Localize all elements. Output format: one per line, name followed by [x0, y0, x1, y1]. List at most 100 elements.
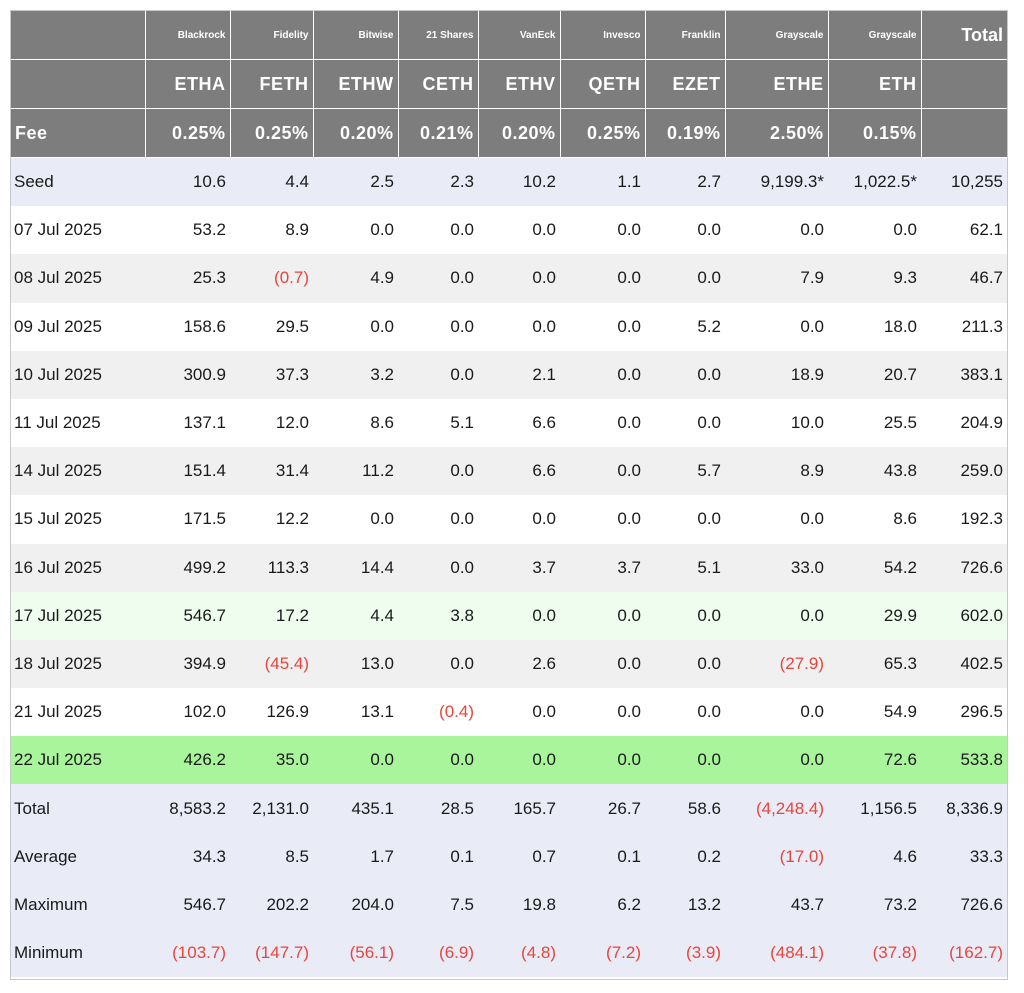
- table-cell: 5.7: [645, 447, 725, 496]
- table-cell: 0.0: [478, 206, 560, 255]
- table-row: 15 Jul 2025 171.5 12.2 0.0 0.0 0.0 0.0 0.0 0.0 8.…: [11, 495, 1007, 544]
- fee-value: 0.21%: [398, 108, 479, 158]
- table-row: 21 Jul 2025 102.0 126.9 13.1 (0.4) 0.0 0.0 0.0 0…: [11, 688, 1007, 737]
- row-total-cell: (162.7): [921, 929, 1007, 978]
- table-cell: 137.1: [145, 398, 230, 448]
- issuer-header: Grayscale: [828, 11, 922, 60]
- table-cell: 0.0: [560, 639, 645, 689]
- table-cell: 0.0: [645, 736, 725, 785]
- ticker-header-row: ETHA FETH ETHW CETH ETHV QETH EZET ETHE …: [11, 59, 1007, 109]
- table-cell: (4,248.4): [725, 784, 828, 833]
- table-cell: 102.0: [145, 688, 230, 737]
- table-cell: 29.5: [230, 302, 313, 351]
- issuer-header: Bitwise: [313, 11, 399, 60]
- table-cell: 435.1: [313, 784, 398, 833]
- row-total-cell: 33.3: [921, 832, 1007, 881]
- etf-flows-table: Blackrock Fidelity Bitwise 21 Shares Van…: [11, 11, 1007, 978]
- total-column-header: Total: [921, 11, 1007, 60]
- table-cell: 0.0: [645, 591, 725, 640]
- table-cell: 0.0: [313, 736, 398, 785]
- table-cell: 0.0: [398, 254, 478, 303]
- table-cell: 0.0: [560, 688, 645, 737]
- table-cell: 10.2: [478, 157, 560, 207]
- table-row: 10 Jul 2025 300.9 37.3 3.2 0.0 2.1 0.0 0.0 18.9 2…: [11, 350, 1007, 399]
- table-cell: 25.3: [145, 254, 230, 303]
- table-cell: 13.2: [645, 880, 725, 929]
- table-cell: 499.2: [145, 543, 230, 592]
- ticker-header: ETHE: [725, 59, 829, 109]
- row-total-cell: 602.0: [921, 591, 1007, 640]
- issuer-header: Invesco: [560, 11, 646, 60]
- table-cell: 33.0: [725, 543, 828, 592]
- row-label: 21 Jul 2025: [11, 688, 145, 737]
- table-cell: 0.0: [725, 591, 828, 640]
- row-label: 16 Jul 2025: [11, 543, 145, 592]
- table-cell: 10.6: [145, 157, 230, 207]
- table-cell: 34.3: [145, 832, 230, 881]
- table-cell: (4.8): [478, 929, 560, 978]
- table-cell: 0.0: [398, 543, 478, 592]
- table-cell: (7.2): [560, 929, 645, 978]
- table-cell: 54.2: [828, 543, 921, 592]
- issuer-header-row: Blackrock Fidelity Bitwise 21 Shares Van…: [11, 11, 1007, 60]
- table-cell: 2.3: [398, 157, 478, 207]
- table-cell: 7.9: [725, 254, 828, 303]
- table-cell: 202.2: [230, 880, 313, 929]
- table-cell: 158.6: [145, 302, 230, 351]
- table-cell: 3.2: [313, 350, 398, 399]
- table-row: Seed 10.6 4.4 2.5 2.3 10.2 1.1 2.7 9,199.3* 1,022…: [11, 157, 1007, 207]
- table-cell: 2.7: [645, 157, 725, 207]
- issuer-header: Blackrock: [145, 11, 231, 60]
- table-body: Seed 10.6 4.4 2.5 2.3 10.2 1.1 2.7 9,199.3* 1,022…: [11, 157, 1007, 978]
- table-cell: (0.4): [398, 688, 478, 737]
- ticker-header: ETHV: [478, 59, 561, 109]
- fee-value: 0.25%: [560, 108, 646, 158]
- row-total-cell: 726.6: [921, 543, 1007, 592]
- table-cell: 0.0: [725, 688, 828, 737]
- table-cell: 54.9: [828, 688, 921, 737]
- table-cell: 0.0: [478, 495, 560, 544]
- table-cell: (103.7): [145, 929, 230, 978]
- table-cell: 546.7: [145, 880, 230, 929]
- ticker-total-cell: [921, 59, 1007, 109]
- table-cell: 151.4: [145, 447, 230, 496]
- table-cell: (3.9): [645, 929, 725, 978]
- table-cell: 0.0: [560, 254, 645, 303]
- table-cell: 53.2: [145, 206, 230, 255]
- row-label: Minimum: [11, 929, 145, 978]
- fee-total-cell: [921, 108, 1007, 158]
- table-cell: 3.8: [398, 591, 478, 640]
- table-cell: 20.7: [828, 350, 921, 399]
- row-total-cell: 296.5: [921, 688, 1007, 737]
- ticker-header: EZET: [645, 59, 726, 109]
- table-cell: 4.6: [828, 832, 921, 881]
- table-cell: 35.0: [230, 736, 313, 785]
- table-cell: 3.7: [560, 543, 645, 592]
- table-cell: 4.9: [313, 254, 398, 303]
- row-total-cell: 533.8: [921, 736, 1007, 785]
- table-cell: 6.6: [478, 398, 560, 448]
- table-cell: 0.0: [560, 591, 645, 640]
- table-cell: 5.2: [645, 302, 725, 351]
- table-cell: 8.6: [313, 398, 398, 448]
- table-cell: 19.8: [478, 880, 560, 929]
- table-cell: 546.7: [145, 591, 230, 640]
- row-total-cell: 46.7: [921, 254, 1007, 303]
- fee-value: 2.50%: [725, 108, 829, 158]
- table-cell: 14.4: [313, 543, 398, 592]
- table-cell: 0.0: [313, 206, 398, 255]
- table-row: 14 Jul 2025 151.4 31.4 11.2 0.0 6.6 0.0 5.7 8.9 4…: [11, 447, 1007, 496]
- table-cell: (56.1): [313, 929, 398, 978]
- table-cell: 0.0: [725, 495, 828, 544]
- table-cell: 204.0: [313, 880, 398, 929]
- table-cell: 0.0: [398, 736, 478, 785]
- table-cell: 0.0: [478, 736, 560, 785]
- table-cell: 72.6: [828, 736, 921, 785]
- row-label: Average: [11, 832, 145, 881]
- table-cell: (484.1): [725, 929, 828, 978]
- table-cell: 73.2: [828, 880, 921, 929]
- fee-value: 0.25%: [230, 108, 314, 158]
- table-cell: 0.0: [398, 495, 478, 544]
- table-cell: 8.9: [230, 206, 313, 255]
- table-cell: 18.0: [828, 302, 921, 351]
